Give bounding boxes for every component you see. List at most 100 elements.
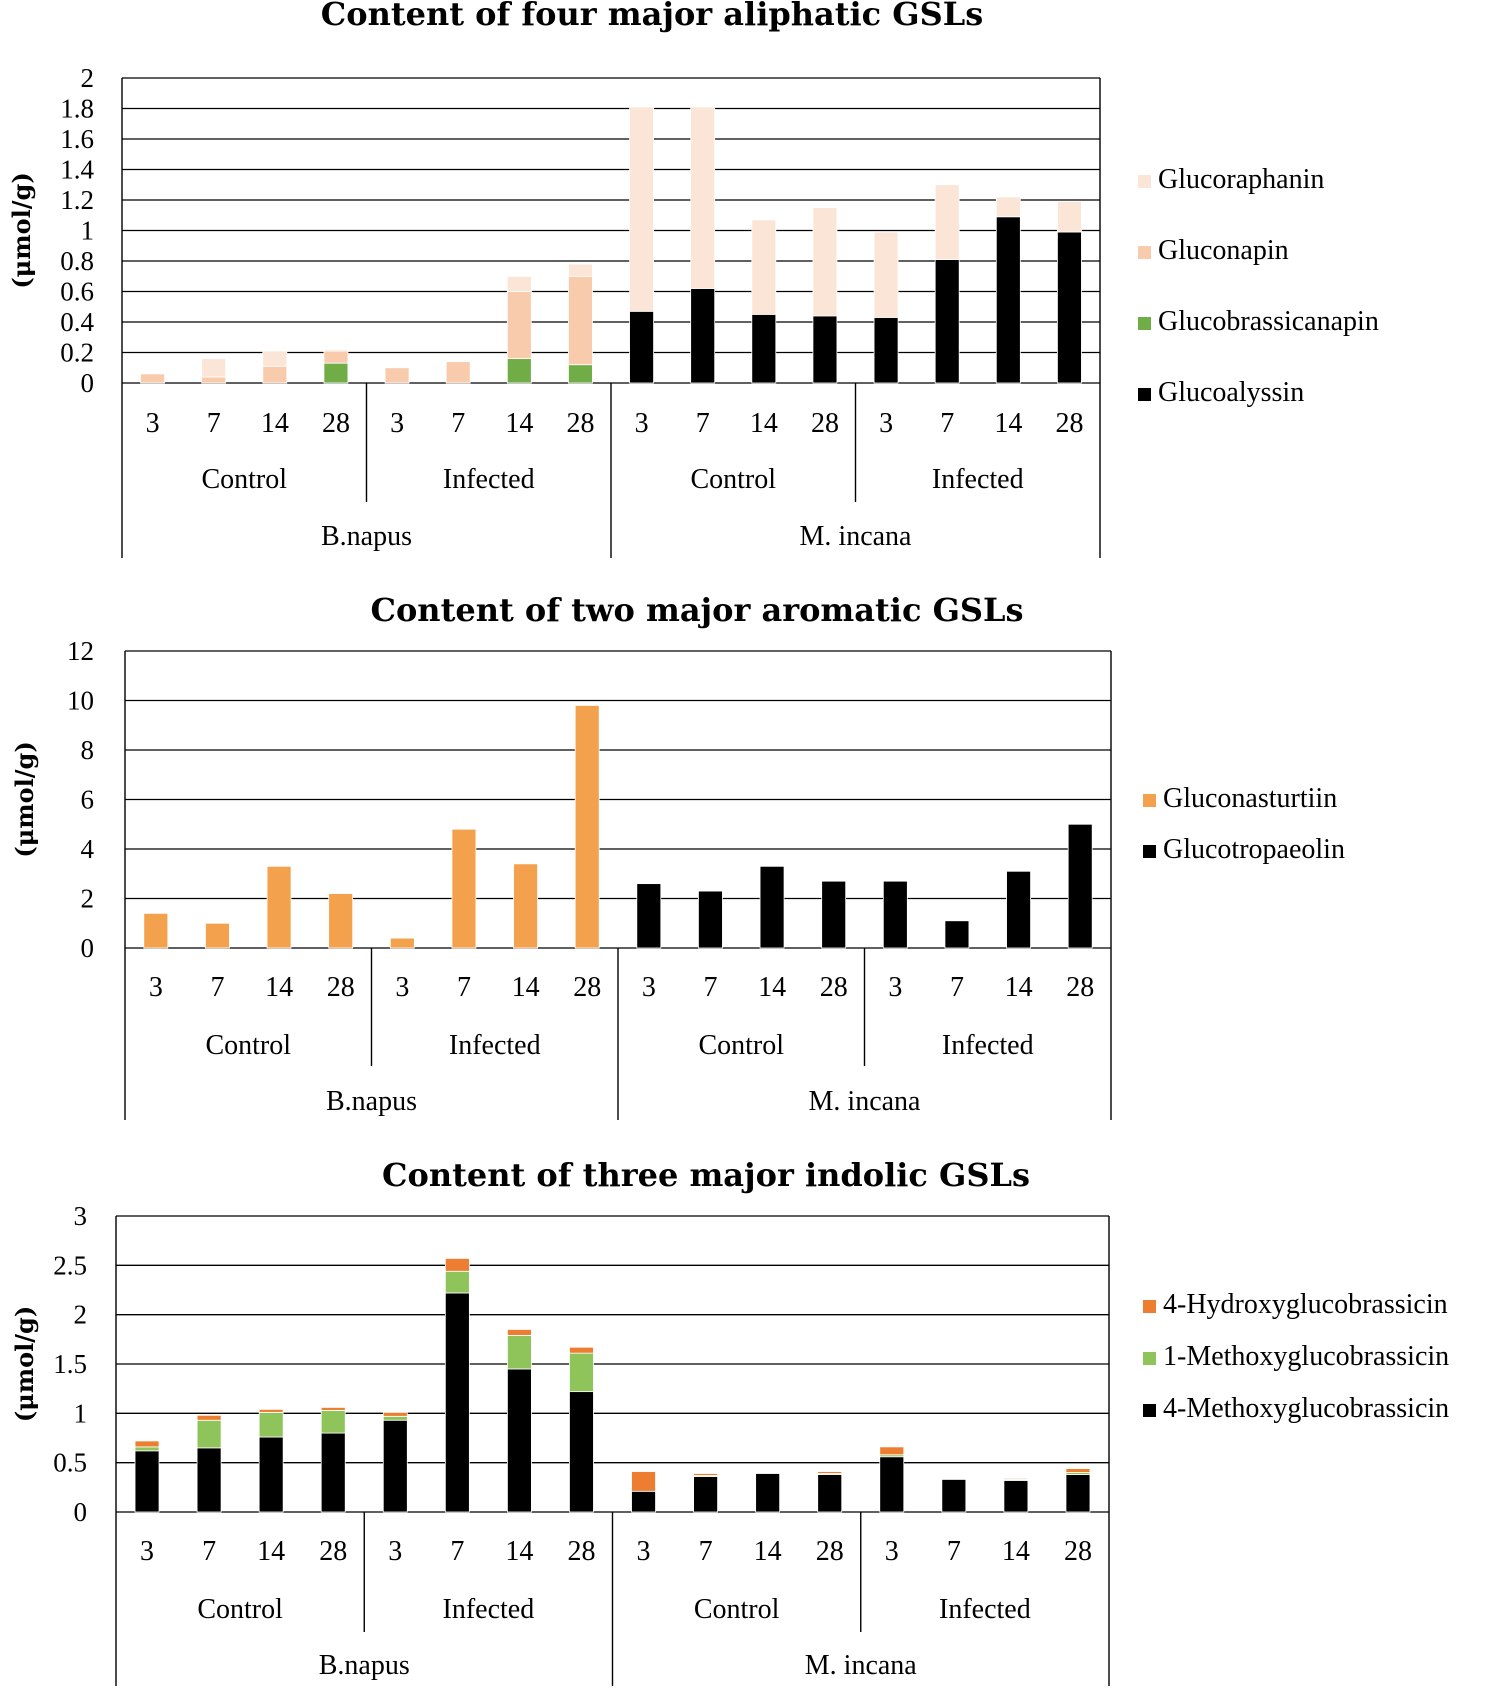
x-tick-label: 14 bbox=[1005, 972, 1033, 1003]
treatment-label: Infected bbox=[939, 1594, 1031, 1625]
bar-segment bbox=[879, 1456, 905, 1513]
bar-segment bbox=[444, 1270, 470, 1294]
bar-segment bbox=[382, 1419, 408, 1513]
y-tick-label: 1.2 bbox=[60, 185, 94, 215]
treatment-label: Infected bbox=[443, 464, 535, 495]
bar-segment bbox=[445, 361, 471, 384]
legend-swatch bbox=[1143, 794, 1156, 807]
legend-swatch bbox=[1138, 246, 1151, 259]
bar-segment bbox=[507, 1329, 532, 1336]
bar-segment bbox=[1067, 823, 1093, 949]
x-tick-label: 14 bbox=[754, 1536, 782, 1567]
bar-segment bbox=[262, 350, 288, 367]
bar-segment bbox=[258, 1408, 284, 1413]
y-tick-label: 0.6 bbox=[60, 277, 94, 307]
y-tick-label: 4 bbox=[81, 834, 95, 864]
bar-segment bbox=[995, 196, 1021, 218]
bar-segment bbox=[320, 1409, 346, 1434]
y-tick-label: 2 bbox=[74, 1300, 88, 1330]
treatment-label: Control bbox=[197, 1594, 283, 1625]
x-tick-label: 14 bbox=[265, 972, 293, 1003]
bar-segment bbox=[629, 310, 654, 384]
y-tick-label: 2 bbox=[81, 63, 95, 93]
x-tick-label: 14 bbox=[750, 408, 778, 439]
x-tick-label: 28 bbox=[327, 972, 355, 1003]
y-tick-label: 0 bbox=[74, 1497, 88, 1527]
legend-label: 4-Methoxyglucobrassicin bbox=[1163, 1393, 1449, 1424]
bar-segment bbox=[382, 1415, 408, 1421]
bar-segment bbox=[258, 1411, 284, 1438]
treatment-label: Infected bbox=[932, 464, 1024, 495]
legend-label: Gluconapin bbox=[1158, 235, 1289, 266]
bar-segment bbox=[506, 358, 532, 384]
bar-segment bbox=[196, 1419, 222, 1449]
y-tick-label: 1.4 bbox=[60, 155, 94, 185]
x-tick-label: 14 bbox=[512, 972, 540, 1003]
x-tick-label: 7 bbox=[202, 1536, 216, 1567]
bar-segment bbox=[631, 1490, 656, 1513]
treatment-label: Control bbox=[694, 1594, 780, 1625]
x-tick-label: 7 bbox=[451, 408, 465, 439]
bar-segment bbox=[1006, 870, 1031, 949]
bar-segment bbox=[323, 349, 349, 352]
x-tick-label: 3 bbox=[642, 972, 656, 1003]
x-tick-label: 3 bbox=[149, 972, 163, 1003]
species-label: M. incana bbox=[805, 1650, 918, 1681]
chart-title: Content of three major indolic GSLs bbox=[382, 1156, 1030, 1194]
bar-segment bbox=[1057, 231, 1082, 384]
bar-segment bbox=[506, 291, 532, 359]
x-tick-label: 3 bbox=[395, 972, 409, 1003]
bar-segment bbox=[513, 863, 538, 949]
y-axis-label: (μmol/g) bbox=[10, 1306, 39, 1422]
bar-segment bbox=[693, 1476, 718, 1513]
x-tick-label: 3 bbox=[635, 408, 649, 439]
bar-segment bbox=[817, 1474, 843, 1513]
x-tick-label: 7 bbox=[210, 972, 224, 1003]
bar-segment bbox=[506, 275, 532, 292]
bar-segment bbox=[690, 288, 716, 384]
y-tick-label: 2.5 bbox=[53, 1250, 87, 1280]
species-label: B.napus bbox=[326, 1086, 417, 1117]
bar-segment bbox=[941, 1479, 967, 1513]
species-label: M. incana bbox=[800, 521, 913, 552]
y-tick-label: 1.8 bbox=[60, 94, 94, 124]
bar-segment bbox=[451, 828, 477, 949]
bar-segment bbox=[812, 207, 838, 317]
bar-segment bbox=[323, 362, 349, 384]
legend-swatch bbox=[1138, 317, 1151, 330]
bar-segment bbox=[690, 106, 716, 289]
bar-segment bbox=[389, 937, 415, 949]
legend-swatch bbox=[1143, 1300, 1156, 1313]
y-tick-label: 0 bbox=[81, 368, 95, 398]
bar-segment bbox=[636, 883, 662, 949]
species-label: B.napus bbox=[321, 521, 412, 552]
x-tick-label: 3 bbox=[888, 972, 902, 1003]
y-tick-label: 1.6 bbox=[60, 124, 94, 154]
bar-segment bbox=[574, 705, 600, 949]
bar-segment bbox=[995, 216, 1021, 384]
legend-label: Glucoraphanin bbox=[1158, 164, 1324, 195]
bar-segment bbox=[196, 1414, 222, 1421]
chart-title: Content of four major aliphatic GSLs bbox=[321, 0, 983, 33]
legend-swatch bbox=[1143, 1352, 1156, 1365]
bar-segment bbox=[698, 890, 723, 949]
x-tick-label: 14 bbox=[1002, 1536, 1030, 1567]
legend-label: Gluconasturtiin bbox=[1163, 783, 1337, 814]
legend-swatch bbox=[1143, 1404, 1156, 1417]
treatment-label: Control bbox=[690, 464, 776, 495]
x-tick-label: 14 bbox=[261, 408, 289, 439]
bar-segment bbox=[1057, 201, 1082, 233]
y-tick-label: 1 bbox=[74, 1398, 88, 1428]
bar-segment bbox=[873, 317, 899, 384]
bar-segment bbox=[873, 231, 899, 318]
bar-segment bbox=[140, 373, 165, 384]
bar-segment bbox=[266, 865, 292, 949]
y-tick-label: 12 bbox=[67, 636, 94, 666]
bar-segment bbox=[751, 219, 777, 315]
chart-title: Content of two major aromatic GSLs bbox=[370, 591, 1023, 629]
chart-panel-2: Content of two major aromatic GSLs 0 2 4 6 8 1… bbox=[10, 591, 1345, 1120]
y-tick-label: 2 bbox=[81, 884, 95, 914]
x-tick-label: 28 bbox=[1055, 408, 1083, 439]
legend-label: Glucotropaeolin bbox=[1163, 834, 1345, 865]
x-tick-label: 3 bbox=[885, 1536, 899, 1567]
